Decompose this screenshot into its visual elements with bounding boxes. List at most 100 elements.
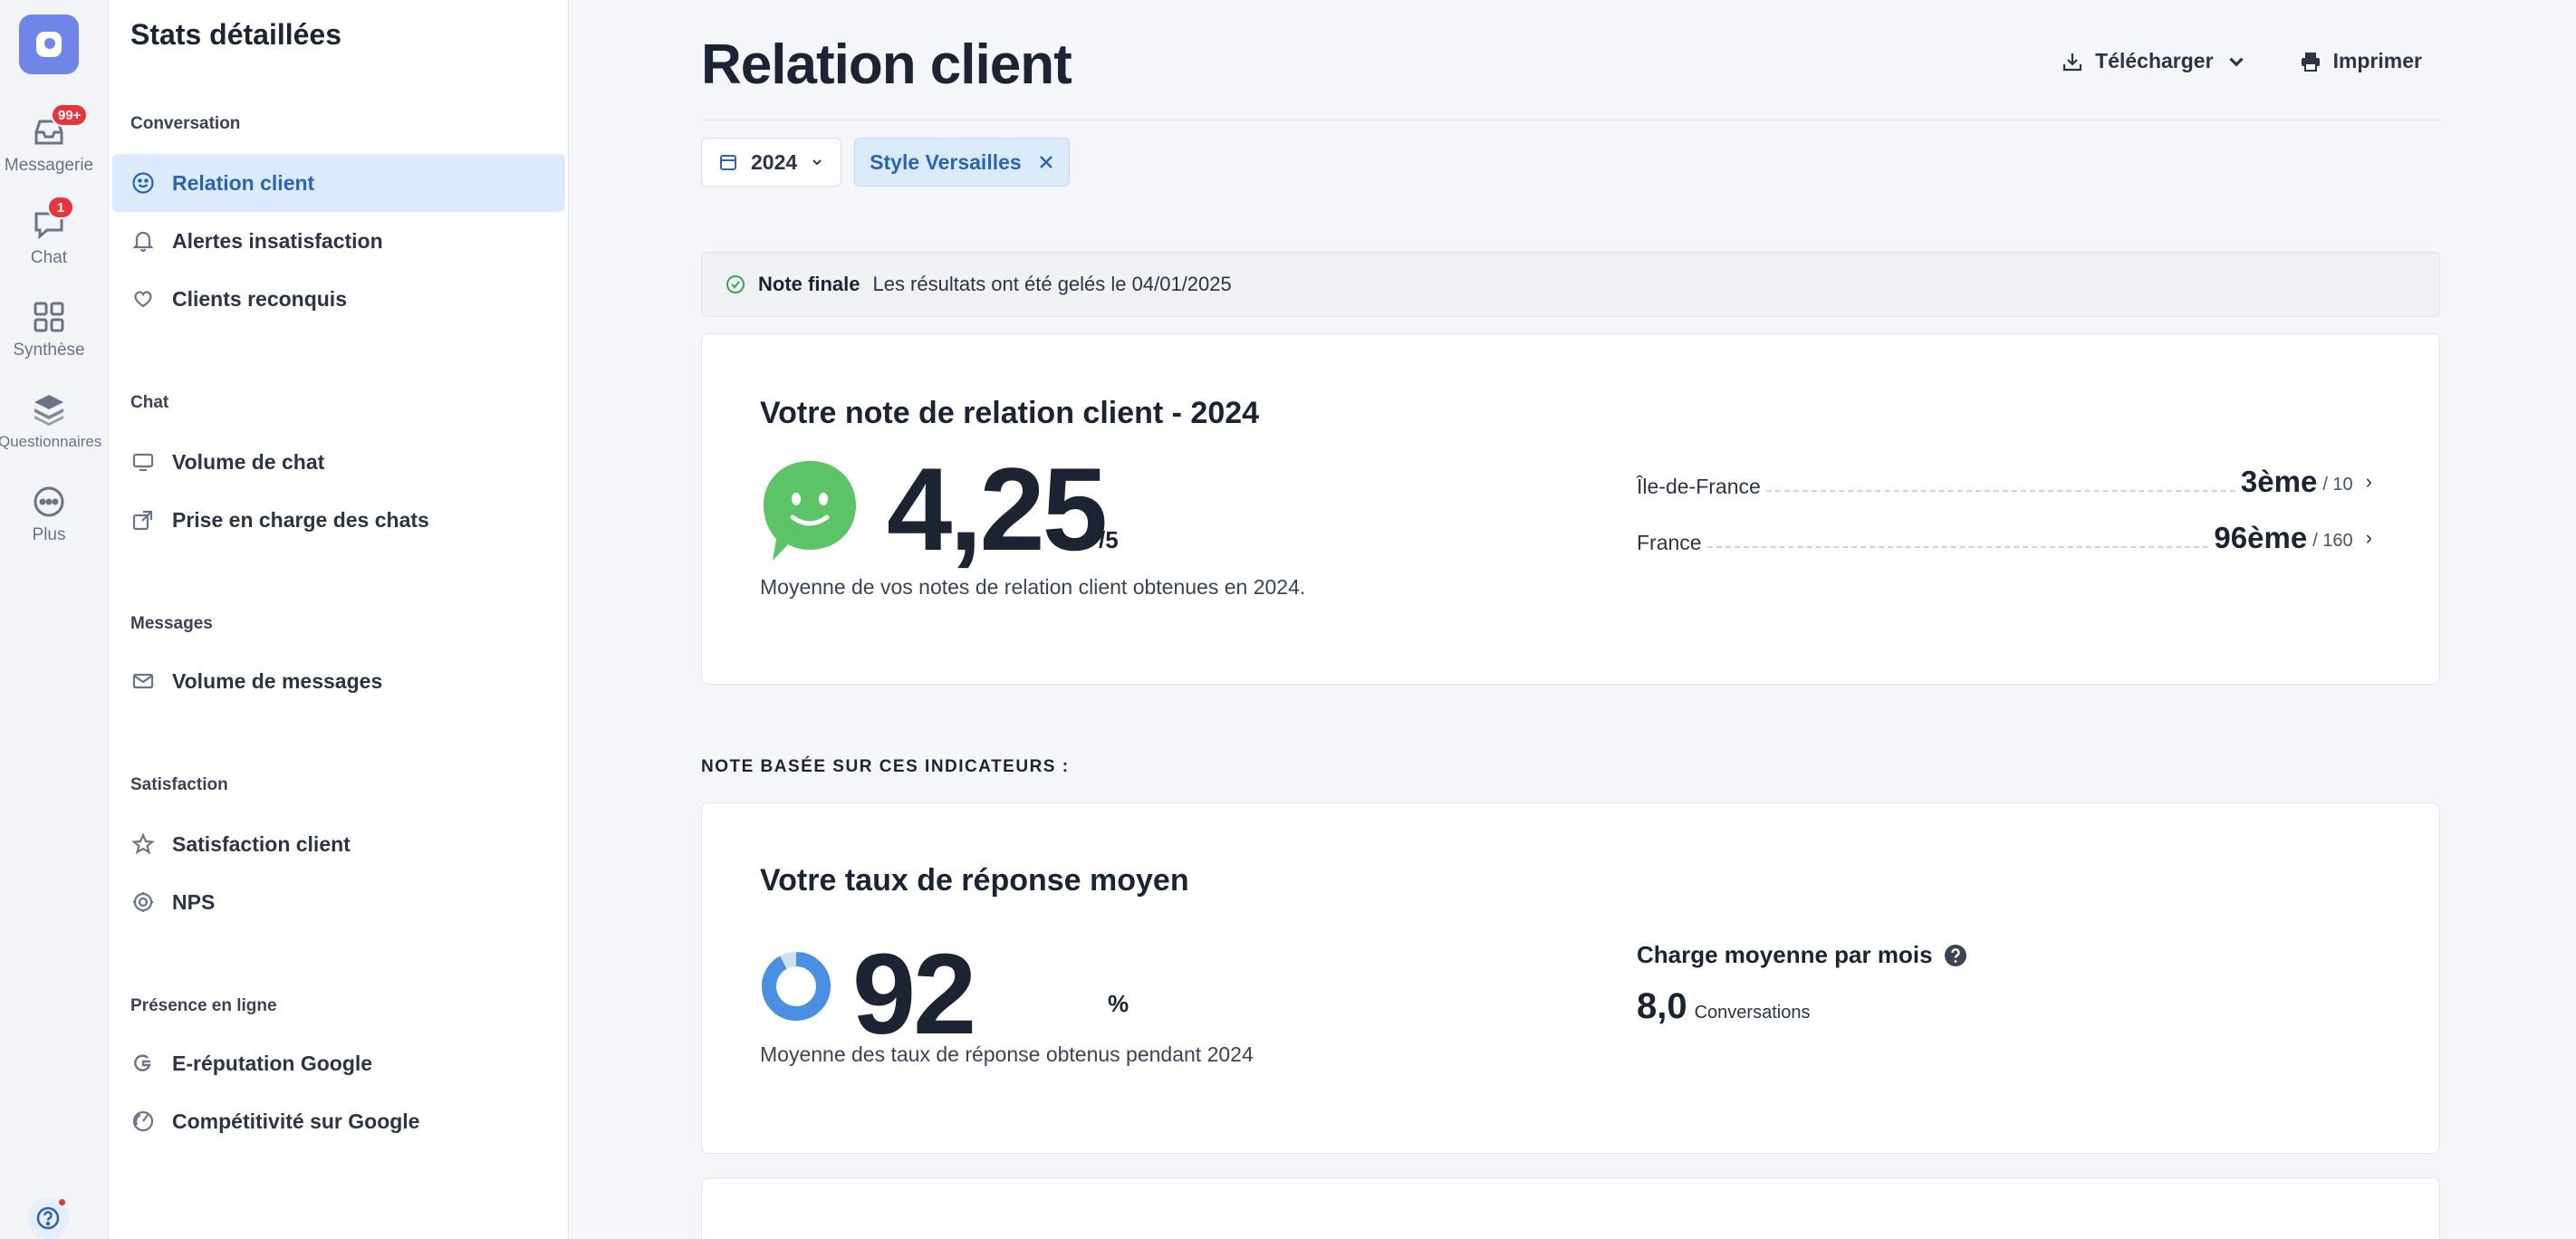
help-icon[interactable] [1944,944,1967,967]
nav-section-presence-en-ligne: Présence en ligne [130,996,277,1015]
rail-item-label: Questionnaires [0,433,102,450]
chevron-down-icon [2228,57,2244,67]
establishment-filter-tag[interactable]: Style Versailles [854,138,1070,187]
nav-item-nps[interactable]: NPS [112,873,565,931]
rail-item-questionnaires[interactable]: Questionnaires [0,391,102,451]
response-rate-card: Votre taux de réponse moyen 92 % Moyenne… [701,802,2440,1154]
bell-icon [130,228,156,254]
download-label: Télécharger [2095,49,2214,72]
response-card-title: Votre taux de réponse moyen [760,863,1189,898]
help-button[interactable] [27,1197,69,1239]
nav-item-competitivite-sur-google[interactable]: Compétitivité sur Google [112,1092,565,1150]
share-icon [130,507,156,533]
nav-item-alertes-insatisfaction[interactable]: Alertes insatisfaction [112,212,565,270]
app-logo-icon[interactable] [19,14,79,74]
rank-total: / 160 [2312,531,2353,551]
chevron-right-icon: › [2365,470,2372,493]
nav-item-prise-en-charge-des-chats[interactable]: Prise en charge des chats [112,491,565,549]
rank-position: 3ème [2240,465,2318,498]
monthly-load-unit: Conversations [1694,1003,1811,1023]
indicators-section-label: NOTE BASÉE SUR CES INDICATEURS : [701,757,1070,776]
nav-item-volume-de-messages[interactable]: Volume de messages [112,652,565,710]
inbox-icon [34,120,63,145]
response-rate-unit: % [1108,990,1129,1017]
nav-item-relation-client[interactable]: Relation client [112,154,565,212]
nav-item-label: E-réputation Google [172,1051,373,1075]
filters-bar: 2024 Style Versailles [701,138,1070,187]
score-value: 4,25 [887,443,1108,575]
download-button[interactable]: Télécharger [2061,49,2247,73]
star-icon [130,831,156,857]
nav-item-label: Prise en charge des chats [172,507,429,532]
rank-region-label: Île-de-France [1637,475,1761,498]
monthly-load-label: Charge moyenne par mois [1637,941,1933,968]
rail-item-synthese[interactable]: Synthèse [0,299,98,360]
nav-section-chat: Chat [130,393,169,412]
nav-item-label: Clients reconquis [172,286,347,311]
rail-item-messagerie[interactable]: 99+ Messagerie [0,103,98,176]
badge-icon [130,889,156,915]
rail-item-chat[interactable]: 1 Chat [0,196,98,268]
nav-item-label: NPS [172,889,216,914]
nav-item-volume-de-chat[interactable]: Volume de chat [112,433,565,491]
smiley-chat-icon [764,461,856,561]
relation-client-score-card: Votre note de relation client - 2024 4,2… [701,333,2440,685]
rank-region-label: France [1637,531,1702,554]
chat-badge: 1 [47,196,74,219]
rank-row-france[interactable]: France 96ème / 160 › [1637,519,2372,555]
rank-position: 96ème [2214,521,2308,554]
notice-text: Les résultats ont été gelés le 04/01/202… [872,273,1232,295]
check-circle-icon [726,275,745,293]
score-subtitle: Moyenne de vos notes de relation client … [760,575,1306,599]
year-filter-value: 2024 [751,149,798,174]
close-icon[interactable] [1038,154,1054,170]
help-icon [36,1206,60,1230]
nav-item-label: Alertes insatisfaction [172,228,383,253]
monitor-icon [130,449,156,475]
score-unit: /5 [1099,526,1119,553]
top-actions: Télécharger Imprimer [2061,49,2422,73]
next-indicator-card [701,1177,2440,1239]
printer-icon [2301,52,2320,72]
nav-item-satisfaction-client[interactable]: Satisfaction client [112,815,565,873]
response-rate-donut [762,952,831,1021]
print-button[interactable]: Imprimer [2299,49,2422,73]
chevron-down-icon [812,159,822,166]
response-rate-subtitle: Moyenne des taux de réponse obtenus pend… [760,1042,1254,1066]
rank-total: / 10 [2322,475,2353,495]
print-label: Imprimer [2332,49,2422,72]
heart-hands-icon [130,286,156,312]
donut-fill [762,952,831,1021]
nav-item-label: Relation client [172,170,315,195]
more-icon [34,486,64,517]
grid-icon [34,302,64,332]
nav-item-label: Satisfaction client [172,831,351,856]
year-filter-select[interactable]: 2024 [701,138,842,187]
gauge-icon [130,1109,156,1134]
stats-sidebar: Stats détaillées Conversation Relation c… [109,0,569,1239]
nav-item-label: Volume de messages [172,668,383,693]
nav-item-label: Volume de chat [172,449,325,474]
icon-rail: 99+ Messagerie 1 Chat Synthèse Questionn… [0,0,109,1239]
main-content: Relation client Télécharger Imprimer 202… [569,0,2576,1239]
monthly-load-value: 8,0 Conversations [1637,986,1810,1027]
messagerie-badge: 99+ [51,103,89,127]
nav-item-clients-reconquis[interactable]: Clients reconquis [112,270,565,328]
google-icon [130,1051,156,1076]
rail-item-label: Plus [32,525,66,544]
rank-leader-dots [1765,490,2235,492]
help-notification-dot [57,1197,67,1207]
layers-icon [34,395,63,426]
envelope-icon [130,668,156,694]
download-icon [2063,53,2082,71]
monthly-load-title: Charge moyenne par mois [1637,941,1967,969]
rail-item-label: Synthèse [13,341,85,360]
nav-item-e-reputation-google[interactable]: E-réputation Google [112,1034,565,1092]
smile-icon [130,170,156,196]
rank-leader-dots [1706,546,2209,548]
rail-item-plus[interactable]: Plus [0,484,98,545]
nav-section-conversation: Conversation [130,114,241,133]
final-score-notice: Note finale Les résultats ont été gelés … [701,252,2440,317]
rank-row-ile-de-france[interactable]: Île-de-France 3ème / 10 › [1637,463,2372,499]
sidebar-title: Stats détaillées [130,18,341,51]
